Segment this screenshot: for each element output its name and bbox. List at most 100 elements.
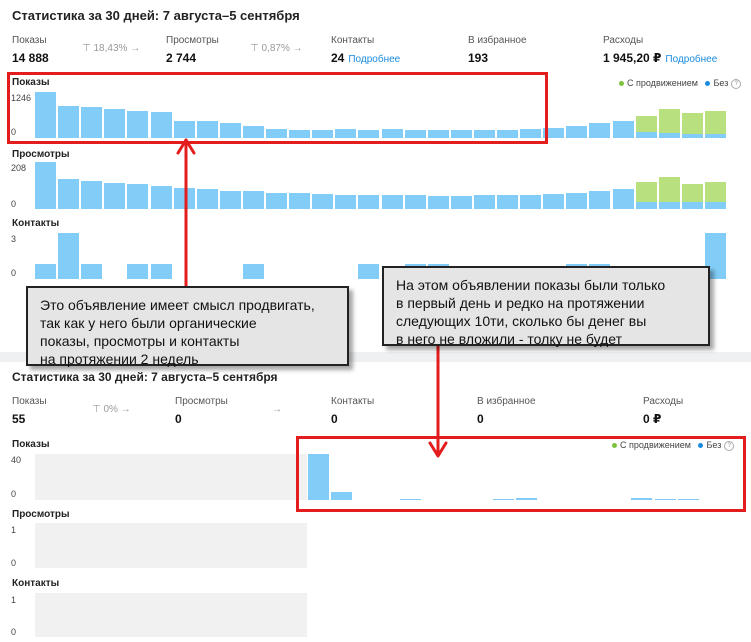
chart-bar[interactable] (58, 178, 80, 209)
promoted-bar[interactable] (681, 112, 703, 138)
annotation-right: На этом объявлении показы были только в … (382, 266, 710, 347)
stat-label: Показы (12, 35, 47, 46)
stat-impressions: Показы 55 (12, 396, 47, 426)
chart-bar[interactable] (104, 183, 126, 209)
chart-bar[interactable] (381, 195, 403, 209)
chart-bar[interactable] (150, 263, 172, 279)
chart-bar[interactable] (335, 128, 357, 138)
chart-bar[interactable] (58, 233, 80, 279)
details-link[interactable]: Подробнее (665, 54, 718, 65)
stat-label: В избранное (477, 396, 536, 407)
chart-title-impressions: Показы (12, 77, 50, 88)
chart-bar[interactable] (104, 109, 126, 138)
chart-bar[interactable] (35, 263, 57, 279)
chart-bar[interactable] (589, 190, 611, 209)
base-dot-icon (698, 443, 704, 449)
chart-bar[interactable] (473, 129, 495, 138)
base-bar[interactable] (635, 132, 657, 138)
chart-bar[interactable] (497, 129, 519, 138)
chart-bar[interactable] (81, 263, 103, 279)
chart-bar[interactable] (654, 498, 676, 500)
chart-bar[interactable] (358, 263, 380, 279)
chart-bar[interactable] (631, 497, 653, 500)
chart-bar[interactable] (400, 498, 422, 500)
help-icon[interactable]: ? (724, 440, 735, 451)
filter-icon: ⊤ (250, 43, 259, 54)
chart-bar[interactable] (173, 121, 195, 138)
promoted-bar[interactable] (704, 111, 726, 138)
chart-bar[interactable] (289, 130, 311, 138)
chart-bar[interactable] (150, 186, 172, 209)
chart-bar[interactable] (312, 129, 334, 138)
chart-bar[interactable] (450, 195, 472, 209)
chart-bar[interactable] (589, 122, 611, 138)
stat-value: 193 (468, 51, 489, 65)
base-bar[interactable] (681, 133, 703, 138)
chart-bar[interactable] (381, 128, 403, 138)
chart-bar[interactable] (677, 498, 699, 500)
chart-bar[interactable] (58, 106, 80, 138)
chart-bar[interactable] (242, 191, 264, 209)
chart-bar[interactable] (127, 110, 149, 138)
chart-bar[interactable] (35, 92, 57, 138)
chart-bar[interactable] (520, 194, 542, 209)
stat-label: Расходы (643, 396, 684, 407)
chart-bar[interactable] (196, 189, 218, 209)
chart-bar[interactable] (404, 129, 426, 138)
chart-bar[interactable] (127, 263, 149, 279)
chart-bar[interactable] (331, 491, 353, 500)
chart-bar[interactable] (219, 122, 241, 138)
chart-bar[interactable] (308, 454, 330, 500)
help-icon[interactable]: ? (731, 78, 742, 89)
chart-bar[interactable] (404, 195, 426, 209)
promo-dot-icon (619, 81, 624, 87)
chart-bar[interactable] (612, 188, 634, 209)
chart-bar[interactable] (566, 126, 588, 138)
base-bar[interactable] (635, 201, 657, 209)
chart-bar[interactable] (127, 184, 149, 209)
chart-bar[interactable] (81, 180, 103, 209)
chart-bar[interactable] (173, 187, 195, 209)
chart-bar[interactable] (358, 195, 380, 209)
stat-label: Просмотры (166, 35, 219, 46)
chart-bar[interactable] (612, 120, 634, 138)
chart-bar[interactable] (219, 190, 241, 209)
base-bar[interactable] (704, 201, 726, 209)
stat-impressions: Показы 14 888 (12, 35, 49, 65)
chart-bar[interactable] (520, 128, 542, 138)
chart-bar[interactable] (543, 128, 565, 138)
chart-bar[interactable] (515, 497, 537, 500)
base-bar[interactable] (704, 134, 726, 138)
chart-bar[interactable] (266, 128, 288, 138)
chart-bar[interactable] (312, 193, 334, 209)
stat-views: Просмотры 2 744 (166, 35, 219, 65)
chart-bar[interactable] (566, 193, 588, 209)
chart-bar[interactable] (242, 126, 264, 138)
base-bar[interactable] (681, 202, 703, 209)
promoted-bar[interactable] (658, 109, 680, 138)
chart-bar[interactable] (289, 193, 311, 209)
chart-bar[interactable] (427, 195, 449, 209)
details-link[interactable]: Подробнее (348, 54, 401, 65)
chart-bar[interactable] (497, 195, 519, 209)
chart-bar[interactable] (266, 192, 288, 209)
chart-bar[interactable] (242, 263, 264, 279)
y-min-label: 0 (11, 558, 17, 568)
chart-bar[interactable] (427, 130, 449, 138)
chart-bar[interactable] (358, 129, 380, 138)
chart-bar[interactable] (492, 498, 514, 500)
chart-bar[interactable] (196, 121, 218, 138)
base-bar[interactable] (658, 133, 680, 138)
chart-bar[interactable] (543, 194, 565, 209)
chart-bar[interactable] (335, 194, 357, 209)
chart-bar[interactable] (704, 233, 726, 279)
chart-bar[interactable] (450, 129, 472, 138)
chart-bar[interactable] (150, 112, 172, 138)
stat-expenses: Расходы 1 945,20 ₽ Подробнее (603, 35, 717, 65)
chart-bar[interactable] (473, 195, 495, 209)
chart-bar[interactable] (81, 107, 103, 138)
promoted-bar[interactable] (658, 177, 680, 209)
chart-bar[interactable] (35, 162, 57, 209)
base-bar[interactable] (658, 201, 680, 209)
